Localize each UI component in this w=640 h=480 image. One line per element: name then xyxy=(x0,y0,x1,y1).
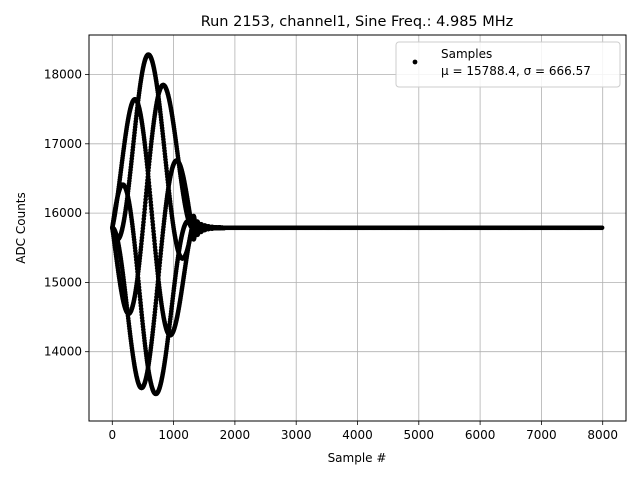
y-tick-label: 17000 xyxy=(44,137,82,151)
legend-box xyxy=(395,41,621,88)
y-tick-label: 16000 xyxy=(44,206,82,220)
axis-ticks: 0 1000 2000 3000 4000 5000 6000 7000 8000 14000 15… xyxy=(44,68,618,442)
y-tick-label: 15000 xyxy=(44,275,82,289)
data-points xyxy=(109,52,605,397)
x-tick-label: 0 xyxy=(108,428,116,442)
legend-series-stats: μ = 15788.4, σ = 666.57 xyxy=(441,64,591,78)
x-axis-label: Sample # xyxy=(328,451,387,465)
y-tick-label: 18000 xyxy=(44,68,82,82)
x-tick-label: 4000 xyxy=(342,428,373,442)
x-tick-label: 6000 xyxy=(465,428,496,442)
x-tick-label: 5000 xyxy=(404,428,435,442)
legend-marker-samples xyxy=(412,59,418,65)
legend-series-name: Samples xyxy=(441,47,492,61)
x-tick-label: 1000 xyxy=(158,428,189,442)
legend: Samples μ = 15788.4, σ = 666.57 xyxy=(395,41,621,88)
y-axis-label: ADC Counts xyxy=(14,192,28,264)
x-tick-label: 2000 xyxy=(220,428,251,442)
x-tick-label: 7000 xyxy=(526,428,557,442)
chart-title: Run 2153, channel1, Sine Freq.: 4.985 MH… xyxy=(201,14,514,30)
y-tick-label: 14000 xyxy=(44,345,82,359)
x-tick-label: 3000 xyxy=(281,428,312,442)
data-point xyxy=(599,225,605,231)
x-tick-label: 8000 xyxy=(587,428,618,442)
